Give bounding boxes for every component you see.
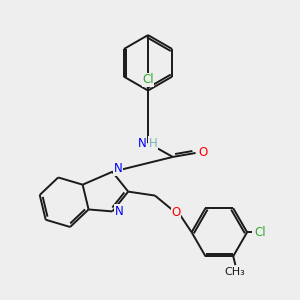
Text: Cl: Cl: [254, 226, 266, 239]
Text: CH₃: CH₃: [225, 267, 246, 277]
Text: O: O: [199, 146, 208, 160]
Text: N: N: [114, 162, 123, 175]
Text: Cl: Cl: [142, 73, 154, 86]
Text: N: N: [138, 136, 146, 150]
Text: N: N: [115, 205, 124, 218]
Text: O: O: [171, 206, 180, 219]
Text: H: H: [148, 136, 157, 150]
